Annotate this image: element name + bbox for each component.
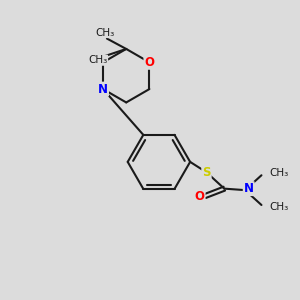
Text: CH₃: CH₃ [270,168,289,178]
Text: N: N [98,82,108,96]
Text: CH₃: CH₃ [270,202,289,212]
Text: CH₃: CH₃ [95,28,114,38]
Text: O: O [195,190,205,202]
Text: O: O [144,56,154,69]
Text: S: S [202,166,211,179]
Text: CH₃: CH₃ [88,55,108,65]
Text: N: N [244,182,254,195]
